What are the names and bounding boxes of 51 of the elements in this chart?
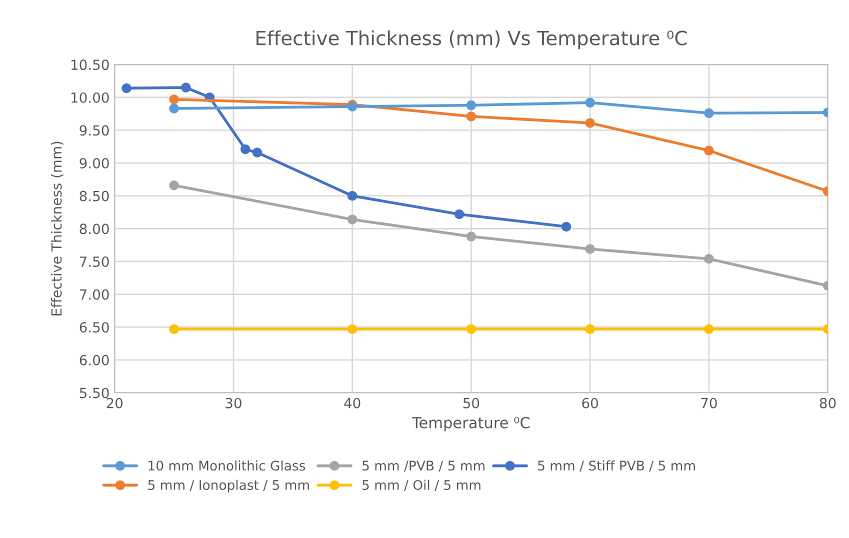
- point: [466, 324, 476, 334]
- point: [240, 144, 250, 154]
- x-tick-label: 40: [344, 398, 360, 408]
- point: [585, 324, 595, 334]
- point: [347, 214, 358, 224]
- y-tick-label: 5.50: [80, 388, 109, 398]
- legend-label: 5 mm / Stiff PVB / 5 mm: [538, 460, 695, 472]
- legend-label: 5 mm / Ionoplast / 5 mm: [148, 480, 309, 493]
- x-tick-label: 20: [106, 398, 123, 408]
- point: [466, 100, 476, 110]
- x-tick-label: 60: [582, 398, 598, 408]
- point: [704, 146, 714, 156]
- point: [169, 94, 179, 104]
- point: [252, 148, 262, 158]
- point: [181, 82, 191, 92]
- point: [454, 209, 464, 220]
- y-tick-label: 6.50: [80, 322, 109, 333]
- y-tick-label: 8.00: [80, 224, 109, 234]
- point: [122, 83, 132, 94]
- x-tick-label: 80: [820, 398, 836, 408]
- legend-label: 5 mm / Oil / 5 mm: [362, 480, 480, 492]
- y-tick-label: 10.00: [72, 92, 109, 103]
- chart-title: Effective Thickness (mm) Vs Temperature ⁰C: [256, 30, 687, 50]
- point: [585, 244, 595, 254]
- point: [466, 112, 476, 122]
- point: [561, 222, 572, 232]
- point: [585, 118, 595, 128]
- y-tick-label: 10.50: [72, 60, 109, 70]
- x-tick-label: 30: [226, 398, 242, 408]
- x-tick-label: 70: [701, 398, 717, 408]
- point: [347, 190, 358, 201]
- x-axis-title: Temperature ⁰C: [412, 416, 530, 432]
- y-tick-label: 8.50: [80, 190, 109, 202]
- point: [466, 232, 476, 242]
- point: [704, 254, 714, 264]
- y-tick-label: 6.00: [80, 354, 109, 366]
- legend-label: 5 mm /PVB / 5 mm: [362, 460, 485, 472]
- point: [169, 324, 179, 334]
- point: [704, 324, 714, 334]
- point: [704, 108, 714, 118]
- y-tick-label: 7.50: [80, 256, 109, 267]
- point: [347, 324, 358, 334]
- point: [169, 104, 179, 114]
- y-axis-title: Effective Thickness (mm): [50, 142, 64, 316]
- x-tick-label: 50: [463, 398, 480, 408]
- legend-label: 10 mm Monolithic Glass: [148, 460, 306, 471]
- y-tick-label: 7.00: [80, 289, 109, 300]
- point: [585, 98, 595, 108]
- point: [169, 180, 179, 190]
- y-tick-label: 9.00: [80, 158, 109, 168]
- y-tick-label: 9.50: [80, 125, 109, 136]
